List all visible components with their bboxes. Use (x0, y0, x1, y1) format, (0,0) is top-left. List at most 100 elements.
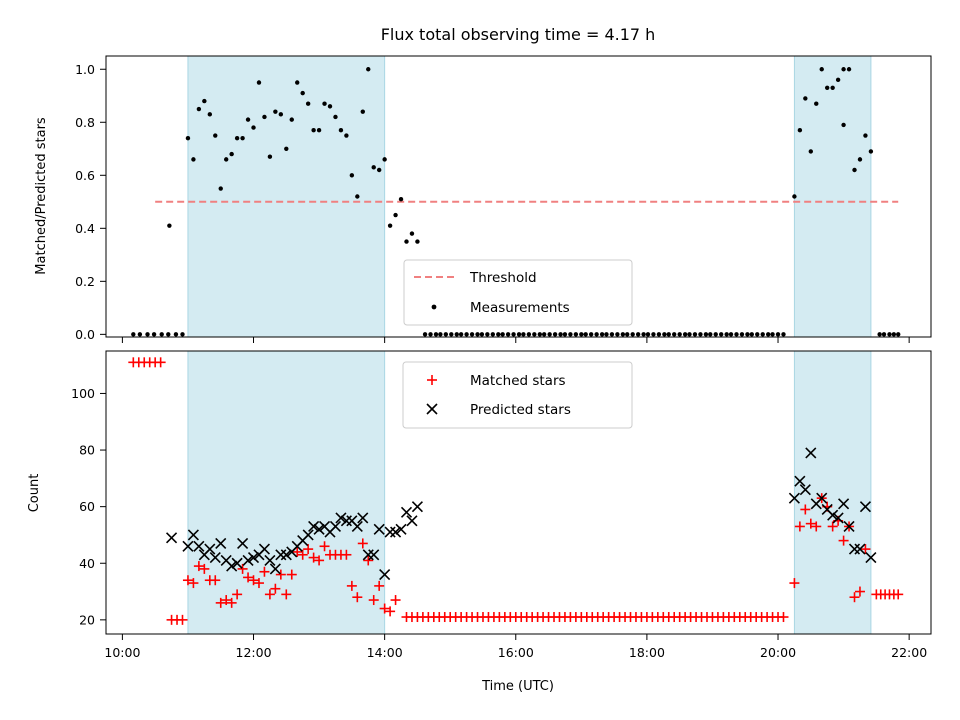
measurement-point (240, 135, 245, 141)
chart-title: Flux total observing time = 4.17 h (381, 25, 656, 44)
measurement-point (180, 332, 185, 337)
predicted-star-marker (335, 512, 347, 524)
bottom-axes-frame (105, 350, 932, 635)
matched-star-marker (385, 606, 396, 617)
measurement-point (202, 98, 207, 104)
measurement-point (645, 332, 651, 337)
top-y-tick-label: 0.6 (75, 168, 95, 183)
measurement-point (387, 223, 393, 228)
measurement-point (814, 101, 819, 106)
bottom-panel: 20 40 60 80 100 10:00 12:00 14:00 16:00 18:00 20:… (27, 350, 932, 694)
measurement-point (625, 332, 630, 337)
measurement-point (824, 85, 830, 91)
measurement-point (234, 135, 240, 141)
legend-threshold-label: Threshold (469, 270, 537, 286)
matched-star-marker (368, 595, 379, 606)
top-y-tick-label: 0.0 (75, 327, 95, 342)
matched-star-marker (827, 521, 838, 532)
matched-star-marker (363, 555, 374, 566)
measurement-point (496, 332, 501, 337)
top-observing-windows (187, 55, 872, 338)
measurement-point (366, 67, 371, 72)
matched-star-marker (794, 521, 805, 532)
measurement-point (300, 90, 305, 96)
measurement-point (316, 128, 322, 133)
measurement-point (881, 332, 887, 337)
legend-measurements-swatch (431, 304, 437, 310)
predicted-star-marker (854, 543, 866, 555)
matched-star-marker (226, 597, 237, 608)
matched-star-marker (270, 583, 281, 594)
predicted-star-marker (799, 484, 811, 496)
top-y-tick-label: 1.0 (75, 62, 95, 77)
matched-stars-points (128, 357, 904, 625)
predicted-star-marker (182, 540, 194, 552)
predicted-star-marker (411, 501, 423, 513)
predicted-star-marker (832, 512, 844, 524)
bottom-y-axis-label: Count (27, 474, 42, 513)
predicted-star-marker (362, 549, 374, 561)
measurement-point (382, 157, 387, 162)
measurement-point (532, 332, 537, 337)
measurement-point (166, 332, 171, 337)
measurement-point (443, 332, 449, 337)
measurement-point (245, 117, 251, 122)
predicted-star-marker (193, 540, 205, 552)
measurement-point (398, 196, 404, 202)
bottom-y-tick-label: 20 (79, 612, 95, 627)
legend-predicted-label: Predicted stars (470, 402, 571, 418)
x-axis-label: Time (UTC) (481, 679, 554, 694)
measurement-point (449, 332, 454, 337)
measurement-point (841, 67, 846, 72)
measurement-point (868, 149, 874, 154)
measurement-point (349, 173, 355, 178)
measurement-point (196, 106, 202, 112)
measurement-point (599, 332, 605, 337)
measurement-point (651, 332, 656, 337)
measurement-point (558, 332, 563, 337)
measurement-point (273, 109, 278, 114)
top-legend-box (403, 259, 633, 326)
measurement-point (327, 104, 333, 109)
bottom-legend: Matched stars Predicted stars (402, 361, 633, 429)
matched-star-marker (248, 575, 259, 586)
matched-star-marker (199, 563, 210, 574)
measurement-point (415, 239, 420, 244)
matched-star-marker (232, 589, 243, 600)
measurement-point (615, 332, 620, 337)
measurement-point (333, 114, 338, 120)
measurement-point (516, 332, 522, 337)
measurement-point (278, 112, 284, 117)
predicted-star-marker (384, 526, 396, 538)
matched-star-marker (155, 357, 166, 368)
matched-star-marker (778, 612, 789, 623)
measurement-point (229, 151, 234, 157)
matched-star-marker (319, 541, 330, 552)
matched-star-marker (259, 566, 270, 577)
measurement-point (630, 332, 635, 337)
predicted-star-marker (302, 529, 314, 541)
measurement-point (672, 332, 677, 337)
predicted-star-marker (788, 492, 800, 504)
predicted-star-marker (269, 563, 281, 575)
matched-star-marker (215, 597, 226, 608)
bottom-legend-box (402, 361, 633, 429)
x-tick-label: 16:00 (498, 645, 534, 660)
predicted-star-marker (340, 515, 352, 527)
measurement-point (588, 332, 594, 337)
measurement-point (755, 332, 760, 337)
predicted-star-marker (390, 526, 402, 538)
measurement-point (734, 332, 739, 337)
x-tick-label: 20:00 (760, 645, 796, 660)
top-y-tick-label: 0.4 (75, 221, 95, 236)
matched-star-marker (849, 592, 860, 603)
predicted-star-marker (373, 523, 385, 535)
measurement-point (745, 332, 750, 337)
bottom-y-tick-label: 60 (79, 499, 95, 514)
measurement-point (803, 96, 808, 101)
measurement-point (376, 167, 382, 173)
measurement-point (656, 332, 662, 337)
measurement-point (185, 135, 191, 141)
legend-predicted-swatch (426, 403, 438, 415)
measurement-point (775, 332, 781, 337)
